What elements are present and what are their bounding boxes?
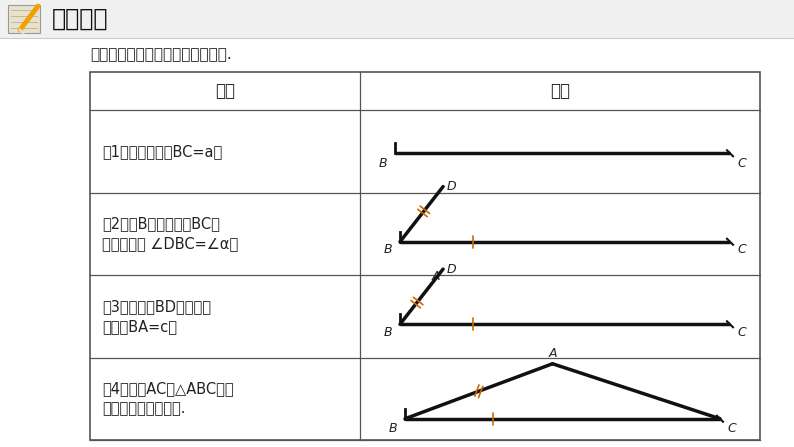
Text: B: B xyxy=(384,326,392,339)
Text: B: B xyxy=(379,157,387,170)
Text: 探究新知: 探究新知 xyxy=(52,7,109,31)
Text: C: C xyxy=(738,157,746,170)
Text: B: B xyxy=(384,243,392,256)
Text: A: A xyxy=(548,347,557,360)
Text: D: D xyxy=(446,180,456,193)
Text: D: D xyxy=(446,262,456,276)
Text: （4）连接AC．△ABC就是: （4）连接AC．△ABC就是 xyxy=(102,381,233,396)
Text: A: A xyxy=(431,270,440,283)
Text: 示范: 示范 xyxy=(550,82,570,100)
Text: C: C xyxy=(738,243,746,256)
Bar xyxy=(0,0,794,38)
Text: （1）作一条线段BC=a；: （1）作一条线段BC=a； xyxy=(102,144,222,159)
Bar xyxy=(8,5,40,33)
Text: 段BA=c；: 段BA=c； xyxy=(102,319,177,334)
Text: 所求作的三角形.: 所求作的三角形. xyxy=(102,401,186,416)
Text: （2）以B为顶点，以BC为: （2）以B为顶点，以BC为 xyxy=(102,216,220,231)
Bar xyxy=(90,72,760,440)
Text: C: C xyxy=(727,422,736,435)
Text: C: C xyxy=(738,326,746,339)
Text: 一边作 ∠DBC=∠α；: 一边作 ∠DBC=∠α； xyxy=(102,236,238,251)
Text: B: B xyxy=(389,422,397,435)
Text: 请按照给出的作法作出相应的图形.: 请按照给出的作法作出相应的图形. xyxy=(90,47,232,63)
Text: 作法: 作法 xyxy=(215,82,235,100)
Text: （3）在射线BD上截取线: （3）在射线BD上截取线 xyxy=(102,299,211,314)
